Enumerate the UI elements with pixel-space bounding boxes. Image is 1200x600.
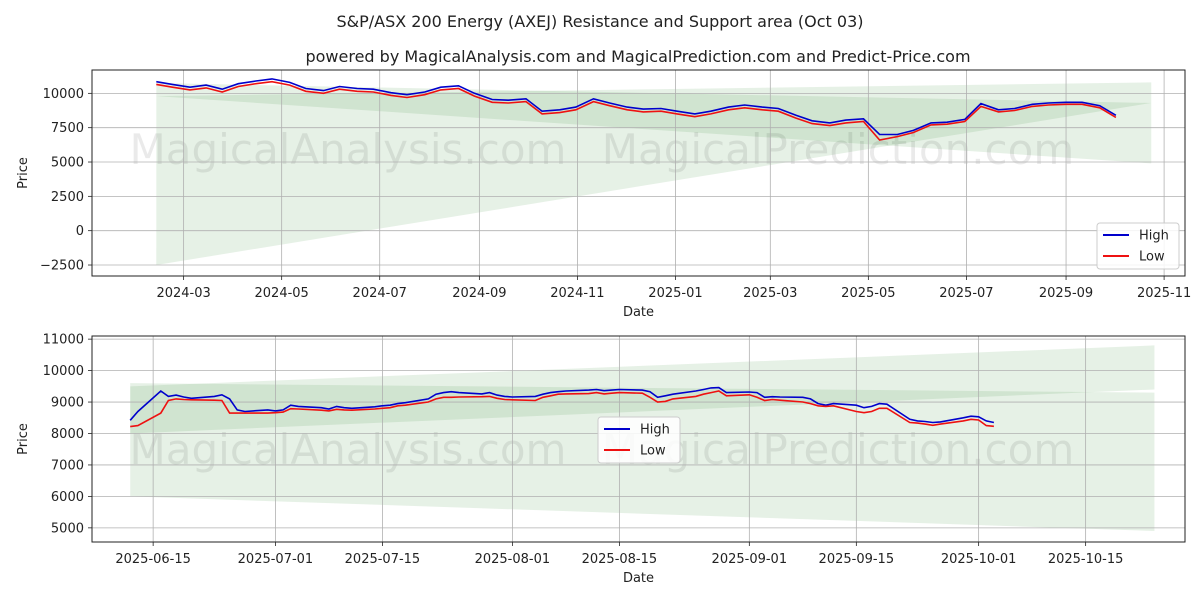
x-tick-label: 2025-05 — [841, 286, 895, 301]
x-tick-label: 2025-06-15 — [115, 552, 191, 567]
y-tick-label: 10000 — [43, 364, 84, 379]
legend-label-high: High — [1139, 229, 1169, 244]
y-tick-label: 9000 — [51, 396, 84, 411]
y-tick-label: 7000 — [51, 458, 84, 473]
watermark-analysis: MagicalAnalysis.com — [130, 125, 567, 174]
legend: High Low — [1096, 222, 1180, 270]
x-axis-label: Date — [623, 571, 654, 586]
plot-frame — [91, 335, 1186, 543]
x-tick-label: 2025-07-01 — [238, 552, 314, 567]
x-tick-label: 2025-07 — [939, 286, 993, 301]
series-line-low — [156, 80, 1117, 141]
watermark-analysis: MagicalAnalysis.com — [130, 425, 567, 474]
x-tick-label: 2025-09-01 — [712, 552, 788, 567]
series-line-low — [130, 390, 994, 428]
legend-label-high: High — [640, 423, 670, 438]
support-resistance-band-1 — [156, 83, 1152, 164]
y-axis-label: Price — [16, 423, 31, 455]
watermark-prediction: MagicalPrediction.com — [602, 125, 1075, 174]
legend-label-low: Low — [640, 444, 666, 459]
x-tick-label: 2025-10-01 — [941, 552, 1017, 567]
x-tick-label: 2024-07 — [353, 286, 407, 301]
y-tick-label: −2500 — [40, 259, 84, 274]
y-tick-label: 5000 — [51, 521, 84, 536]
y-tick-label: 5000 — [51, 156, 84, 171]
x-tick-label: 2025-08-01 — [475, 552, 551, 567]
legend: High Low — [597, 416, 681, 464]
x-tick-label: 2025-01 — [648, 286, 702, 301]
y-axis-label: Price — [16, 157, 31, 189]
x-tick-label: 2024-03 — [156, 286, 210, 301]
plot-frame — [91, 69, 1186, 277]
top-panel: MagicalAnalysis.com MagicalPrediction.com… — [16, 69, 1191, 320]
x-axis-label: Date — [623, 305, 654, 320]
y-tick-label: 0 — [76, 224, 84, 239]
x-tick-label: 2024-09 — [452, 286, 506, 301]
chart-subtitle: powered by MagicalAnalysis.com and Magic… — [305, 47, 970, 66]
series-line-high — [156, 78, 1117, 136]
y-tick-label: 2500 — [51, 190, 84, 205]
y-tick-label: 7500 — [51, 121, 84, 136]
x-tick-label: 2025-08-15 — [582, 552, 658, 567]
y-tick-label: 11000 — [43, 333, 84, 348]
y-tick-label: 10000 — [43, 87, 84, 102]
chart-title: S&P/ASX 200 Energy (AXEJ) Resistance and… — [336, 12, 863, 31]
y-tick-label: 8000 — [51, 427, 84, 442]
x-tick-label: 2025-11 — [1137, 286, 1191, 301]
x-tick-label: 2025-10-15 — [1048, 552, 1124, 567]
x-tick-label: 2024-11 — [550, 286, 604, 301]
legend-label-low: Low — [1139, 250, 1165, 265]
y-tick-label: 6000 — [51, 490, 84, 505]
x-tick-label: 2025-09 — [1039, 286, 1093, 301]
x-tick-label: 2025-09-15 — [819, 552, 895, 567]
series-line-high — [129, 386, 995, 424]
x-tick-label: 2025-07-15 — [345, 552, 421, 567]
bottom-panel: MagicalAnalysis.com MagicalPrediction.com… — [16, 333, 1186, 586]
x-tick-label: 2025-03 — [743, 286, 797, 301]
x-tick-label: 2024-05 — [255, 286, 309, 301]
